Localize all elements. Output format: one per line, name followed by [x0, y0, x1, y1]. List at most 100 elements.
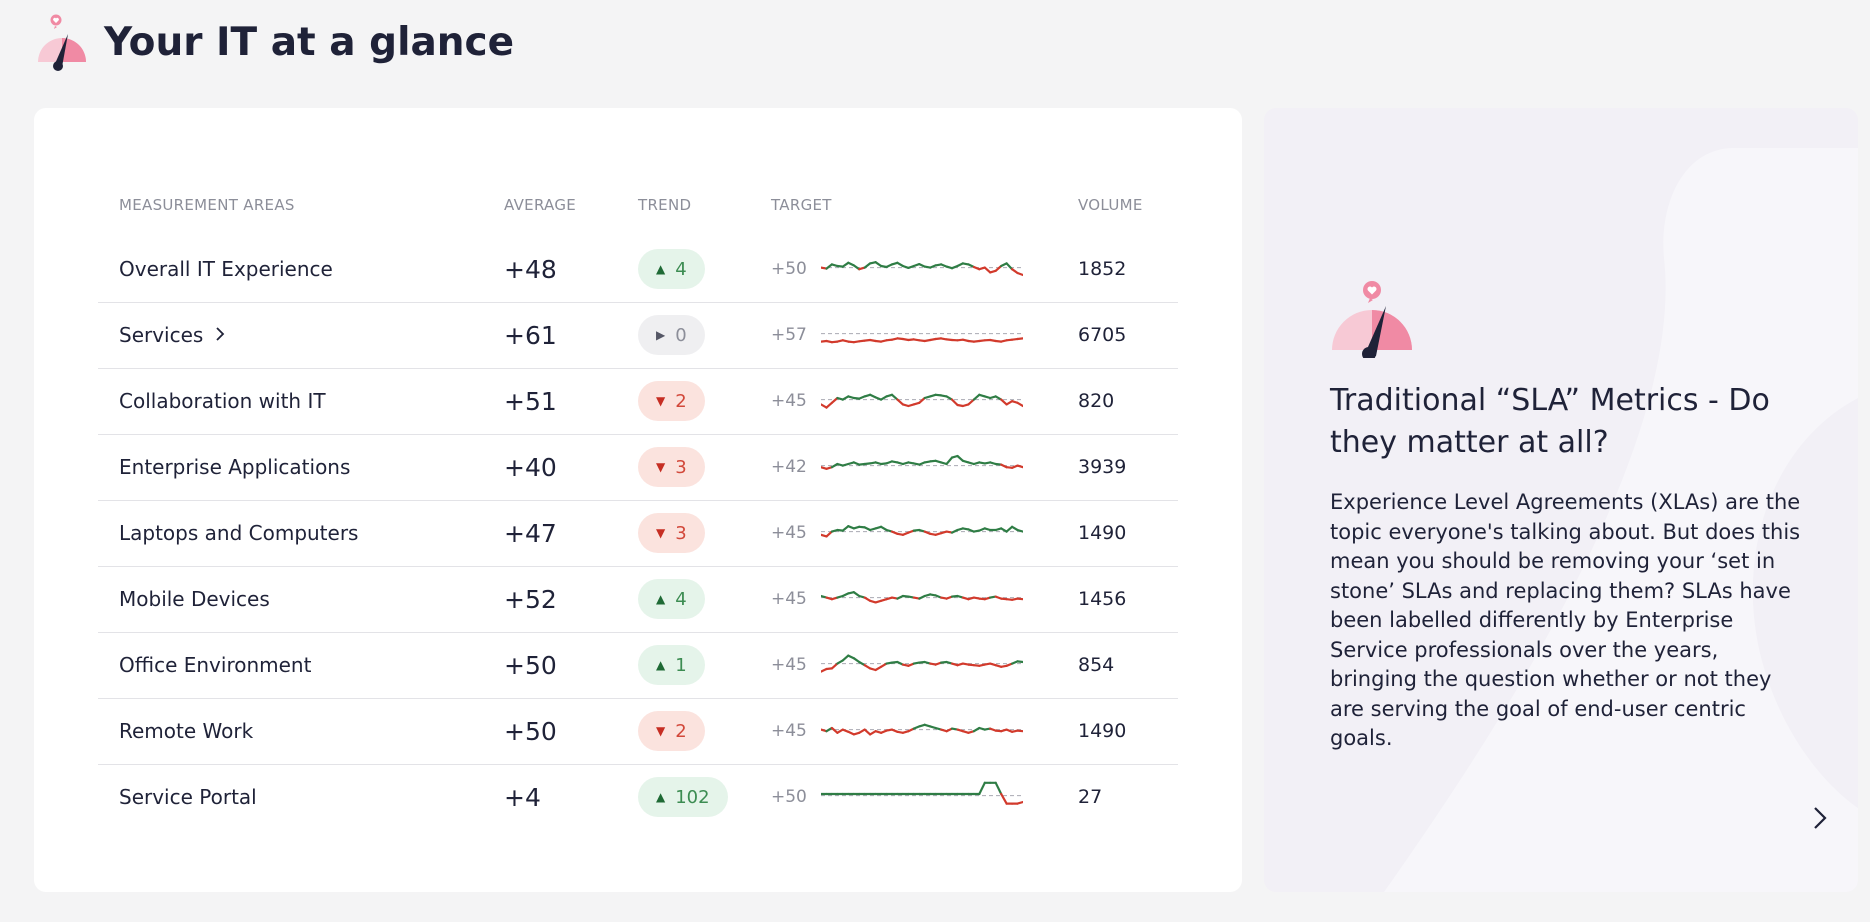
volume-value: 1456: [1078, 588, 1127, 610]
trend-badge: ▲ 4: [638, 579, 705, 619]
sparkline-segment: [852, 264, 861, 271]
sparkline-segment: [994, 264, 1003, 272]
sparkline-segment: [1005, 525, 1014, 533]
volume-value: 1852: [1078, 258, 1127, 280]
average-score: +51: [504, 386, 557, 416]
average-score: +47: [504, 518, 557, 548]
chevron-right-icon[interactable]: [1800, 798, 1840, 838]
target-value: +57: [771, 325, 807, 345]
target-value: +45: [771, 655, 807, 675]
sparkline-segment: [825, 401, 833, 409]
article-title[interactable]: Traditional “SLA” Metrics - Do they matt…: [1330, 383, 1770, 460]
page-header: Your IT at a glance: [34, 12, 514, 72]
trend-value: 3: [675, 456, 687, 478]
chevron-right-icon[interactable]: [215, 323, 225, 347]
target-value: +50: [771, 787, 807, 807]
column-header-area: MEASUREMENT AREAS: [119, 196, 295, 214]
sparkline-segment: [1016, 729, 1023, 733]
measurement-area-name: Collaboration with IT: [119, 368, 326, 434]
triangle-up-icon: ▲: [656, 658, 666, 672]
table-row: Overall IT Experience +48 ▲ 4 +50 1852: [98, 236, 1178, 303]
article-card[interactable]: Traditional “SLA” Metrics - Do they matt…: [1264, 108, 1858, 892]
trend-badge: ▼ 3: [638, 447, 705, 487]
sparkline-segment: [825, 530, 833, 538]
sparkline-segment: [863, 262, 872, 269]
column-header-target: TARGET: [771, 196, 832, 214]
measurement-area-name: Overall IT Experience: [119, 236, 333, 302]
trend-sparkline: [821, 591, 1023, 604]
measurement-area-name: Mobile Devices: [119, 566, 270, 632]
trend-sparkline: [821, 261, 1023, 277]
article-body: Experience Level Agreements (XLAs) are t…: [1330, 490, 1801, 750]
measurement-area-name[interactable]: Services: [119, 302, 225, 368]
sparkline-segment: [1005, 262, 1014, 271]
target-value: +50: [771, 259, 807, 279]
measurement-area-label: Remote Work: [119, 719, 254, 743]
sparkline-segment: [1016, 660, 1023, 664]
sparkline-segment: [896, 398, 905, 406]
sparkline-segment: [890, 393, 899, 401]
measurement-area-label: Office Environment: [119, 653, 312, 677]
gauge-heart-icon: [1332, 281, 1412, 358]
average-score: +61: [504, 320, 557, 350]
trend-value: 102: [675, 786, 710, 808]
sparkline-segment: [967, 398, 975, 406]
table-row: Service Portal +4 ▲ 102 +50 27: [98, 764, 1178, 830]
average-score: +50: [504, 650, 557, 680]
sparkline-segment: [1000, 398, 1008, 406]
sparkline-segment: [830, 662, 839, 670]
target-value: +45: [771, 391, 807, 411]
sparkline-segment: [874, 261, 883, 268]
table-row[interactable]: Services +61 ▶ 0 +57 6705: [98, 302, 1178, 369]
triangle-up-icon: ▲: [656, 790, 666, 804]
sparkline-segment: [1016, 800, 1023, 805]
average-score: +50: [504, 716, 557, 746]
volume-value: 6705: [1078, 324, 1127, 346]
measurement-area-label: Services: [119, 323, 204, 347]
sparkline-segment: [1016, 337, 1023, 341]
sparkline-segment: [852, 657, 861, 664]
measurement-area-label: Collaboration with IT: [119, 389, 326, 413]
table-row: Mobile Devices +52 ▲ 4 +45 1456: [98, 566, 1178, 633]
trend-value: 0: [675, 324, 687, 346]
page-title: Your IT at a glance: [104, 19, 515, 65]
triangle-down-icon: ▼: [656, 526, 666, 540]
average-score: +48: [504, 254, 557, 284]
sparkline-segment: [841, 525, 850, 532]
sparkline-segment: [1016, 464, 1023, 469]
sparkline-segment: [983, 266, 992, 274]
measurement-area-name: Laptops and Computers: [119, 500, 358, 566]
triangle-right-icon: ▶: [656, 328, 666, 342]
trend-value: 2: [675, 720, 687, 742]
measurement-area-name: Remote Work: [119, 698, 253, 764]
trend-badge: ▼ 2: [638, 381, 705, 421]
trend-badge: ▶ 0: [638, 315, 705, 355]
volume-value: 1490: [1078, 522, 1127, 544]
trend-badge: ▲ 4: [638, 249, 705, 289]
measurement-area-label: Mobile Devices: [119, 587, 270, 611]
sparkline-segment: [945, 456, 954, 466]
measurement-area-name: Enterprise Applications: [119, 434, 350, 500]
sparkline-segment: [830, 396, 839, 404]
trend-sparkline: [821, 723, 1023, 736]
sparkline-segment: [994, 781, 1003, 796]
sparkline-segment: [1016, 528, 1023, 533]
target-value: +45: [771, 589, 807, 609]
sparkline-segment: [918, 396, 926, 404]
trend-badge: ▼ 2: [638, 711, 705, 751]
triangle-down-icon: ▼: [656, 394, 666, 408]
sparkline-segment: [1016, 597, 1023, 601]
measurement-area-label: Service Portal: [119, 785, 257, 809]
table-row: Remote Work +50 ▼ 2 +45 1490: [98, 698, 1178, 765]
sparkline-segment: [950, 398, 959, 407]
volume-value: 854: [1078, 654, 1115, 676]
sparkline-segment: [1011, 268, 1019, 275]
triangle-up-icon: ▲: [656, 592, 666, 606]
trend-sparkline: [821, 454, 1023, 470]
sparkline-segment: [978, 781, 986, 796]
sparkline-segment: [1016, 271, 1023, 277]
sparkline-segment: [972, 393, 981, 401]
target-value: +42: [771, 457, 807, 477]
measurement-area-name: Office Environment: [119, 632, 311, 698]
sparkline-segment: [863, 728, 872, 736]
